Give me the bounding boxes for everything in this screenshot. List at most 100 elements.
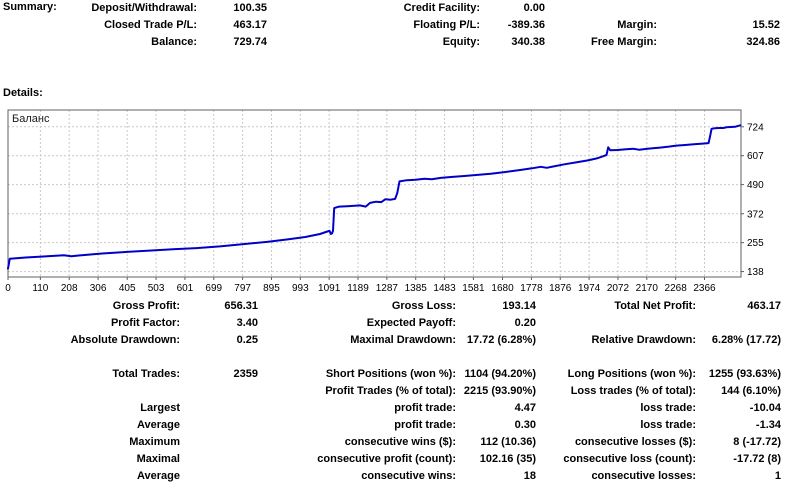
detail-stat-label: Absolute Drawdown:	[70, 334, 180, 346]
detail-stat-value: 3.40	[236, 317, 258, 329]
x-tick-label: 601	[177, 283, 194, 294]
x-tick-label: 0	[5, 283, 11, 294]
detail-stat-label: Loss trades (% of total):	[570, 385, 696, 397]
detail-stat-value: 18	[523, 470, 536, 482]
detail-stat-value: 193.14	[502, 300, 536, 312]
detail-stat-value: 112 (10.36)	[480, 436, 536, 448]
detail-stat-value	[180, 417, 258, 434]
balance-curve	[7, 124, 742, 270]
x-tick-label: 1876	[549, 283, 572, 294]
summary-stat-value: 15.52	[752, 19, 780, 31]
detail-stat-label: Maximal	[136, 453, 180, 465]
detail-stat-value	[180, 434, 258, 451]
detail-stat-label: Total Trades:	[112, 368, 180, 380]
summary-table: Deposit/Withdrawal: 100.35 Credit Facility…	[0, 0, 780, 51]
summary-stat-value: 324.86	[746, 36, 780, 48]
summary-stat-label	[545, 0, 657, 17]
detail-stat-value: 4.47	[514, 402, 536, 414]
detail-stat-label: Relative Drawdown:	[591, 334, 696, 346]
detail-stat-label: consecutive wins:	[361, 470, 456, 482]
x-tick-label: 2366	[693, 283, 716, 294]
detail-stat-value	[180, 349, 258, 366]
detail-stat-label: Average	[136, 419, 180, 431]
x-tick-label: 1778	[520, 283, 543, 294]
summary-stat-value: -389.36	[507, 19, 545, 31]
detail-stat-value	[180, 383, 258, 400]
detail-stat-value: 1104 (94.20%)	[464, 368, 536, 380]
details-table: Gross Profit: 656.31 Gross Loss: 193.14 Tota…	[0, 298, 781, 485]
detail-stat-value: 0.20	[514, 317, 536, 329]
detail-stat-label: consecutive losses ($):	[574, 436, 696, 448]
x-tick-label: 1287	[376, 283, 399, 294]
detail-stat-label	[0, 349, 180, 366]
x-tick-label: 895	[263, 283, 280, 294]
detail-stat-label: Maximum	[129, 436, 180, 448]
x-tick-label: 2268	[665, 283, 688, 294]
detail-stat-value: 8 (-17.72)	[733, 436, 781, 448]
summary-stat-label: Free Margin:	[590, 36, 657, 48]
detail-stat-value	[456, 349, 536, 366]
y-tick-label: 490	[747, 180, 764, 191]
detail-stat-value: 0.30	[514, 419, 536, 431]
x-tick-label: 2072	[607, 283, 630, 294]
detail-stat-label	[536, 315, 696, 332]
detail-stat-label	[0, 383, 180, 400]
detail-stat-label: consecutive wins ($):	[344, 436, 456, 448]
x-tick-label: 1680	[491, 283, 514, 294]
detail-stat-label	[258, 349, 456, 366]
summary-stat-value: 0.00	[523, 2, 545, 14]
x-tick-label: 503	[148, 283, 165, 294]
x-tick-label: 1483	[433, 283, 456, 294]
summary-stat-value: 340.38	[511, 36, 545, 48]
x-tick-label: 405	[119, 283, 136, 294]
summary-stat-value: 100.35	[233, 2, 267, 14]
detail-stat-label: Gross Loss:	[391, 300, 456, 312]
summary-stat-value: 729.74	[233, 36, 267, 48]
detail-stat-label: consecutive loss (count):	[563, 453, 696, 465]
detail-stat-label: Total Net Profit:	[614, 300, 696, 312]
summary-stat-label: Deposit/Withdrawal:	[91, 2, 197, 14]
balance-chart: 0 110 208 306 405 503 601 699 797 895 993 1091 1189 1…	[5, 109, 764, 294]
detail-stat-label: Short Positions (won %):	[325, 368, 456, 380]
detail-stat-value: 0.25	[236, 334, 258, 346]
detail-stat-value: 17.72 (6.28%)	[466, 334, 536, 346]
detail-stat-value	[180, 451, 258, 468]
detail-stat-value: -17.72 (8)	[733, 453, 781, 465]
detail-stat-value: 2359	[233, 368, 258, 380]
details-section-title: Details:	[3, 87, 43, 99]
detail-stat-label: Expected Payoff:	[366, 317, 456, 329]
detail-stat-value: 1255 (93.63%)	[708, 368, 781, 380]
detail-stat-label: Average	[136, 470, 180, 482]
detail-stat-label: profit trade:	[394, 402, 456, 414]
detail-stat-value	[696, 315, 781, 332]
summary-stat-label: Balance:	[151, 36, 197, 48]
summary-stat-value	[657, 0, 780, 17]
x-tick-label: 2170	[636, 283, 659, 294]
detail-stat-value: 6.28% (17.72)	[711, 334, 781, 346]
plot-background	[8, 110, 741, 277]
detail-stat-value: 463.17	[747, 300, 781, 312]
detail-stat-value: 2215 (93.90%)	[463, 385, 536, 397]
x-tick-label: 306	[90, 283, 107, 294]
detail-stat-label: Profit Factor:	[110, 317, 180, 329]
summary-section-title: Summary:	[3, 1, 57, 13]
summary-stat-label: Floating P/L:	[413, 19, 480, 31]
x-tick-label: 1189	[347, 283, 369, 294]
chart-legend-label: Баланс	[12, 113, 50, 125]
summary-stat-label: Equity:	[442, 36, 480, 48]
x-tick-label: 1581	[462, 283, 485, 294]
detail-stat-value: -10.04	[749, 402, 781, 414]
x-tick-label: 1385	[405, 283, 428, 294]
detail-stat-label	[536, 349, 696, 366]
detail-stat-value	[180, 468, 258, 485]
x-tick-label: 1974	[578, 283, 601, 294]
detail-stat-value: 656.31	[224, 300, 258, 312]
detail-stat-value: -1.34	[755, 419, 781, 431]
detail-stat-value: 1	[774, 470, 781, 482]
summary-stat-label: Closed Trade P/L:	[104, 19, 197, 31]
y-tick-label: 138	[747, 267, 764, 278]
y-tick-label: 255	[747, 238, 764, 249]
plot-border	[7, 109, 742, 278]
detail-stat-value: 144 (6.10%)	[721, 385, 781, 397]
